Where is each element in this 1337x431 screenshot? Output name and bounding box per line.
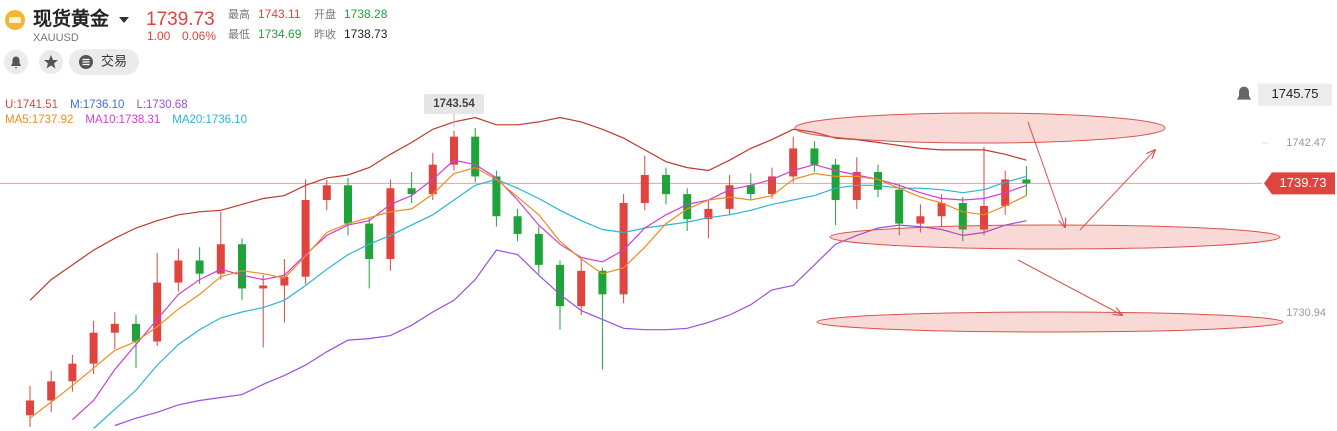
stat-value: 1734.69: [258, 27, 302, 41]
annotation-ellipse: [816, 311, 1284, 333]
alert-price-box: [1258, 83, 1332, 106]
legend-entry: MA20:1736.10: [172, 114, 247, 126]
y-tick-label: 1730.94: [1286, 307, 1326, 319]
candle-body: [280, 276, 289, 286]
candle-body: [916, 216, 925, 224]
legend-entry: MA10:1738.31: [85, 114, 160, 126]
stats: 最高 1743.11 开盘 1738.28 最低 1734.69 昨收 1738.73: [228, 7, 388, 41]
candle-body: [662, 174, 670, 195]
annotation-arrow: [1027, 121, 1065, 227]
candle-body: [471, 136, 480, 177]
alert-bell: [1237, 86, 1251, 100]
candle-body: [492, 176, 501, 217]
candle-body: [746, 185, 755, 195]
trade-button-label[interactable]: 交易: [101, 53, 127, 68]
candle-body: [110, 323, 119, 333]
candle-body: [259, 285, 268, 289]
candle-body: [344, 185, 352, 224]
indicator-line: [114, 220, 1027, 427]
candle-body: [216, 244, 225, 274]
candle-body: [768, 176, 776, 195]
candle-body: [89, 332, 98, 364]
bell-icon: [11, 56, 21, 69]
indicator-line: [93, 175, 1027, 429]
candle-body: [365, 223, 374, 259]
candle-body: [895, 189, 904, 224]
candle-body: [852, 172, 861, 201]
indicator-line: [71, 159, 1027, 421]
candle-body: [534, 233, 543, 265]
candle-body: [958, 202, 967, 230]
dropdown-caret[interactable]: [119, 17, 129, 23]
max-label: 1743.54: [433, 98, 475, 110]
candle-body: [683, 194, 692, 220]
candle-body: [132, 323, 140, 342]
candle-body: [810, 148, 819, 165]
candle-body: [301, 200, 310, 277]
header: 现货黄金 XAUUSD 1739.73 1.00 0.06% 最高 1743.11…: [4, 7, 388, 75]
candle-body: [556, 264, 564, 307]
indicator-legend: U:1741.51 M:1736.10 L:1730.68 MA5:1737.92 MA…: [5, 99, 247, 126]
indicator-line: [29, 166, 1027, 419]
stat-value: 1738.73: [344, 27, 388, 41]
candle-body: [640, 174, 649, 203]
legend-entry: M:1736.10: [70, 99, 124, 111]
candle-body: [577, 270, 586, 307]
legend-entry: MA5:1737.92: [5, 114, 73, 126]
candle-body: [47, 381, 56, 401]
alert-price-label: 1745.75: [1272, 86, 1319, 101]
candle-body: [26, 400, 34, 416]
candle-body: [874, 172, 882, 190]
candle-body: [322, 185, 331, 201]
coin-icon-bar: [9, 17, 21, 23]
annotation-arrow: [1079, 150, 1155, 231]
legend-entry: U:1741.51: [5, 99, 58, 111]
candle-body: [980, 205, 988, 230]
candle-body: [195, 260, 204, 274]
max-label-box: [424, 94, 484, 114]
price-axis: 1742.47 1730.94 1745.75 1739.73: [1237, 83, 1335, 319]
candle-body: [513, 216, 522, 234]
annotations: [794, 112, 1284, 333]
stat-label: 昨收: [314, 27, 336, 41]
stat-label: 最低: [228, 28, 250, 41]
instrument-symbol: XAUUSD: [33, 32, 79, 44]
last-price-tag: [1264, 172, 1335, 195]
candle-body: [238, 244, 246, 289]
candle-body: [598, 270, 607, 295]
stat-value: 1738.28: [344, 7, 388, 21]
plot-area: 1743.54: [0, 94, 1262, 429]
candle-body: [1022, 179, 1031, 184]
stat-value: 1743.11: [258, 7, 301, 21]
candle-body: [619, 202, 628, 295]
stat-label: 开盘: [314, 7, 336, 21]
legend-entry: L:1730.68: [136, 99, 187, 111]
candle-body: [153, 282, 162, 342]
candle-body: [789, 148, 798, 177]
annotation-arrow: [1017, 259, 1122, 315]
candle-body: [704, 208, 713, 220]
trade-icon-lines: [82, 58, 90, 66]
candle-body: [68, 363, 77, 382]
annotation-ellipse: [829, 224, 1281, 250]
candle-body: [407, 188, 416, 195]
header-change-pct: 0.06%: [182, 29, 216, 43]
stat-label: 最高: [228, 7, 250, 21]
candle-body: [831, 164, 840, 201]
header-change: 1.00: [147, 29, 171, 43]
candle-body: [937, 202, 946, 217]
y-tick-label: 1742.47: [1286, 137, 1326, 149]
indicator-line: [29, 116, 1027, 301]
candle-body: [174, 260, 183, 283]
candle-body: [450, 136, 458, 165]
candle-body: [386, 188, 395, 259]
last-price-label: 1739.73: [1280, 175, 1327, 190]
instrument-name[interactable]: 现货黄金: [33, 7, 110, 30]
annotation-ellipse: [794, 112, 1166, 144]
header-price: 1739.73: [146, 9, 215, 30]
star-icon: [44, 55, 58, 69]
